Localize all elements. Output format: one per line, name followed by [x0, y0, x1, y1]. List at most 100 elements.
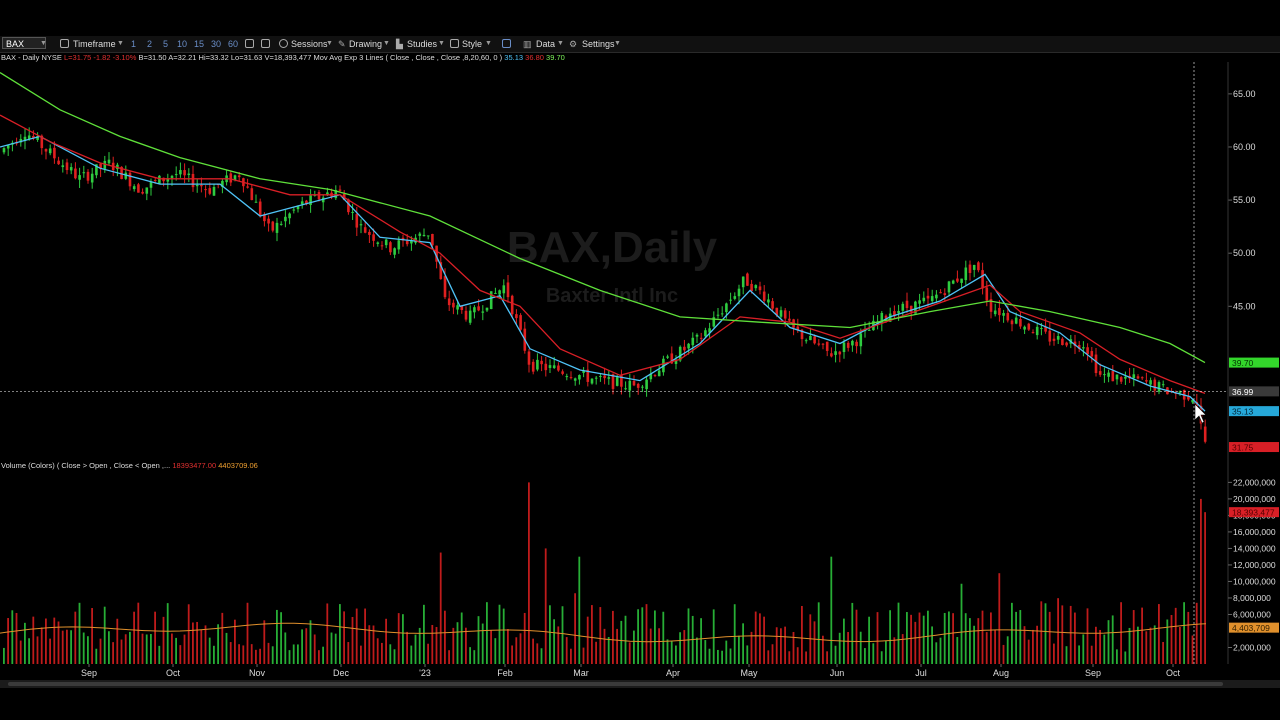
- volume-bar: [1137, 626, 1139, 664]
- volume-bar: [729, 648, 732, 664]
- volume-bar: [187, 604, 190, 664]
- candle-body: [1052, 338, 1056, 341]
- sessions-menu[interactable]: Sessions: [291, 39, 328, 49]
- candle-body: [78, 175, 81, 180]
- grid-icon[interactable]: [261, 39, 270, 48]
- x-axis-tick-label: Sep: [81, 668, 97, 678]
- volume-bar: [1195, 602, 1198, 664]
- chart-title: BAX - Daily: [1, 53, 40, 62]
- symbol-input[interactable]: BAX: [2, 37, 46, 49]
- volume-bar: [561, 606, 564, 664]
- candle-body: [687, 343, 690, 349]
- candle-body: [1044, 326, 1047, 332]
- candle-body: [800, 329, 804, 340]
- period-button[interactable]: 10: [177, 39, 188, 49]
- candle-body: [1157, 382, 1161, 392]
- volume-bar: [654, 610, 656, 664]
- symbol-dropdown-icon[interactable]: ▼: [40, 40, 47, 47]
- candle-body: [897, 311, 900, 314]
- candle-body: [691, 337, 695, 346]
- drawing-dropdown-icon[interactable]: ▼: [383, 40, 390, 47]
- volume-bar: [964, 613, 967, 664]
- candle-body: [699, 337, 703, 339]
- candle-body: [1019, 319, 1022, 327]
- candle-body: [326, 192, 329, 196]
- volume-bar: [994, 630, 996, 664]
- candle-body: [263, 214, 266, 222]
- candle-body: [1065, 342, 1068, 346]
- settings-dropdown-icon[interactable]: ▼: [614, 40, 621, 47]
- period-button[interactable]: 1: [131, 39, 137, 49]
- volume-bar: [1074, 612, 1076, 664]
- candle-body: [191, 173, 195, 188]
- x-axis-tick-label: Jun: [830, 668, 845, 678]
- period-button[interactable]: 30: [211, 39, 222, 49]
- studies-dropdown-icon[interactable]: ▼: [438, 40, 445, 47]
- volume-bar: [683, 630, 686, 664]
- data-dropdown-icon[interactable]: ▼: [557, 40, 564, 47]
- volume-bar: [406, 631, 408, 664]
- candle-body: [1061, 338, 1064, 346]
- volume-bar: [456, 622, 459, 664]
- volume-bar: [158, 645, 161, 664]
- candle-body: [779, 310, 783, 317]
- timeframe-dropdown-icon[interactable]: ▼: [117, 40, 124, 47]
- period-button[interactable]: 5: [163, 39, 169, 49]
- candle-body: [582, 370, 585, 373]
- scrollbar-thumb[interactable]: [8, 682, 1223, 686]
- ma-mid-line: [0, 114, 1206, 395]
- candle-body: [645, 379, 648, 390]
- volume-bar: [435, 626, 438, 664]
- style-menu[interactable]: Style: [462, 39, 483, 49]
- settings-menu[interactable]: Settings: [582, 39, 615, 49]
- volume-bar: [1099, 629, 1101, 664]
- style-dropdown-icon[interactable]: ▼: [485, 40, 492, 47]
- volume-bar: [1090, 645, 1093, 664]
- volume-bar: [1128, 627, 1131, 664]
- candle-body: [1014, 317, 1018, 324]
- candle-body: [65, 162, 69, 171]
- drawing-menu[interactable]: Drawing: [349, 39, 383, 49]
- period-button[interactable]: 2: [147, 39, 153, 49]
- volume-bar: [532, 638, 534, 664]
- volume-bar: [95, 648, 98, 664]
- candle-body: [1161, 384, 1165, 386]
- candle-body: [128, 172, 132, 187]
- volume-bar: [943, 612, 946, 664]
- ma-slow-price-tag: 39.70: [1232, 358, 1254, 368]
- candle-body: [733, 296, 737, 299]
- volume-bar: [494, 638, 497, 664]
- data-menu[interactable]: Data: [536, 39, 556, 49]
- volume-bar: [339, 604, 341, 664]
- volume-average-line: [0, 622, 1207, 643]
- candle-body: [893, 311, 896, 317]
- volume-bar: [931, 626, 933, 664]
- candle-body: [754, 285, 758, 289]
- studies-menu[interactable]: Studies: [407, 39, 438, 49]
- volume-bar: [557, 626, 560, 664]
- candle-body: [599, 375, 602, 377]
- timeframe-menu[interactable]: Timeframe: [73, 39, 116, 49]
- volume-bar: [805, 651, 807, 664]
- volume-study-label[interactable]: Volume (Colors) ( Close > Open , Close <…: [1, 461, 171, 470]
- volume-axis-tick-label: 10,000,000: [1233, 576, 1276, 586]
- candle-body: [603, 375, 606, 379]
- study-label[interactable]: Mov Avg Exp 3 Lines ( Close , Close , Cl…: [313, 53, 503, 62]
- candle-body: [926, 295, 930, 299]
- layout-icon[interactable]: [502, 39, 511, 48]
- period-button[interactable]: 60: [228, 39, 239, 49]
- volume-bar: [801, 605, 803, 664]
- candle-body: [1203, 426, 1207, 442]
- volume-bar: [578, 556, 581, 664]
- volume-bar: [368, 625, 371, 664]
- sessions-dropdown-icon[interactable]: ▼: [326, 40, 333, 47]
- volume-bar: [717, 649, 719, 664]
- volume-bar: [565, 637, 568, 664]
- candle-body: [1098, 371, 1102, 375]
- period-button[interactable]: 15: [194, 39, 205, 49]
- last-price-tag: 31.75: [1232, 443, 1254, 453]
- candle-body: [1040, 328, 1043, 330]
- candle-body: [32, 135, 35, 138]
- calendar-icon[interactable]: [245, 39, 254, 48]
